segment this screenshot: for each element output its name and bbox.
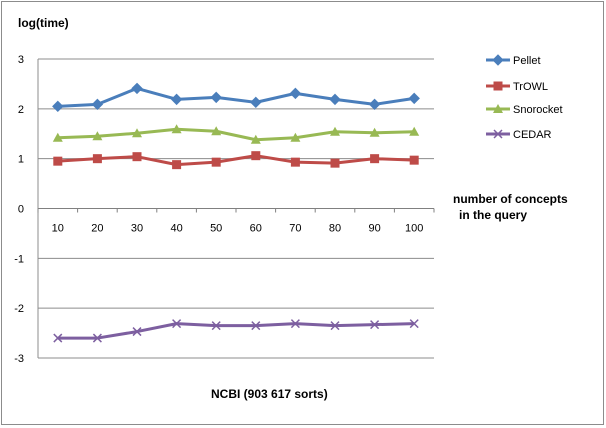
legend-label: Pellet (513, 55, 541, 67)
data-point (330, 158, 340, 168)
data-point (171, 124, 182, 134)
data-point (370, 320, 380, 330)
data-point (493, 129, 503, 139)
data-point (289, 87, 302, 100)
x-tick-label: 20 (91, 223, 103, 235)
y-axis-title: log(time) (18, 16, 69, 30)
data-point (132, 152, 142, 162)
series-markers (52, 82, 420, 343)
data-point (211, 157, 221, 167)
y-tick-label: 1 (18, 154, 24, 166)
y-tick-label: -3 (14, 353, 24, 365)
y-tick-labels: 3 2 1 0 -1 -2 -3 (14, 54, 24, 365)
data-point (493, 81, 503, 91)
data-point (211, 321, 221, 331)
x-tick-label: 30 (131, 223, 143, 235)
data-point (92, 131, 103, 141)
data-point (492, 54, 504, 66)
x-tick-label: 40 (170, 223, 182, 235)
data-point (370, 154, 380, 164)
data-point (330, 321, 340, 331)
data-point (92, 154, 102, 164)
data-point (290, 157, 300, 167)
data-point (52, 100, 64, 113)
data-point (170, 93, 183, 106)
x-tick-labels: 10 20 30 40 50 60 70 80 90 100 (52, 223, 424, 235)
x-annotation-line2: in the query (459, 208, 527, 222)
x-annotation-line1: number of concepts (453, 192, 568, 206)
data-point (251, 151, 261, 161)
data-point (290, 319, 300, 329)
series-line-cedar (57, 322, 415, 340)
x-tick-label: 80 (329, 223, 341, 235)
x-tick-label: 70 (289, 223, 301, 235)
data-point (132, 327, 142, 337)
x-axis-title: NCBI (903 617 sorts) (211, 387, 328, 401)
y-tick-label: -1 (14, 253, 24, 265)
y-tick-label: 0 (18, 204, 24, 216)
data-point (250, 96, 262, 109)
data-point (329, 93, 341, 106)
data-point (290, 132, 301, 142)
data-point (250, 134, 261, 144)
x-tick-label: 50 (210, 223, 222, 235)
data-point (52, 132, 63, 142)
y-tick-label: 3 (18, 54, 24, 66)
data-point (369, 127, 380, 137)
y-tick-label: 2 (18, 104, 24, 116)
legend-label: TrOWL (513, 81, 548, 93)
x-tick-label: 100 (405, 223, 423, 235)
series-line-trowl (57, 154, 415, 167)
data-point (210, 91, 222, 104)
series-line-snorocket (57, 127, 415, 142)
data-point (251, 321, 261, 331)
data-point (409, 155, 419, 165)
data-point (172, 319, 182, 329)
series-lines (57, 86, 415, 340)
data-point (91, 98, 104, 111)
gridlines (37, 58, 435, 359)
series-line-pellet (57, 86, 415, 108)
data-point (409, 319, 419, 329)
x-tick-label: 90 (368, 223, 380, 235)
data-point (368, 98, 381, 111)
data-point (172, 160, 182, 170)
data-point (132, 128, 142, 138)
data-point (493, 104, 503, 113)
legend-label: CEDAR (513, 129, 552, 141)
data-point (53, 333, 63, 343)
data-point (53, 156, 63, 166)
x-tick-label: 60 (250, 223, 262, 235)
data-point (131, 82, 143, 95)
data-point (408, 92, 420, 105)
y-tick-label: -2 (14, 303, 24, 315)
data-point (409, 126, 420, 136)
data-point (211, 126, 222, 136)
legend-label: Snorocket (513, 104, 563, 116)
x-tick-label: 10 (52, 223, 64, 235)
legend: Pellet TrOWL Snorocket CEDAR (486, 54, 563, 141)
data-point (330, 126, 340, 136)
data-point (92, 333, 102, 343)
